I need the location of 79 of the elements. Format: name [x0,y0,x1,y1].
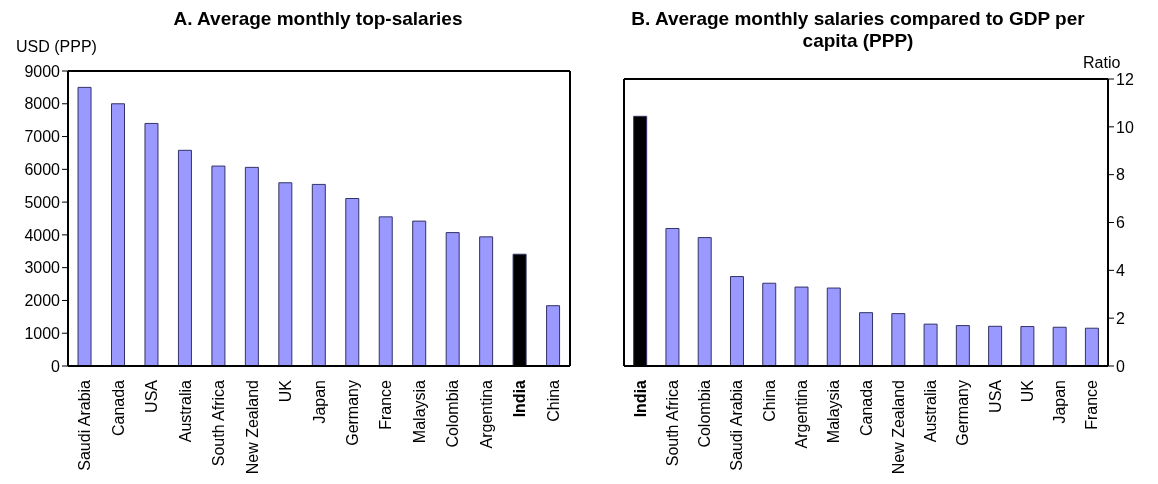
y-tick-label: 4000 [24,226,61,244]
y-axis-title: USD (PPP) [16,38,97,56]
x-tick-label: Colombia [444,379,462,448]
bar [697,237,712,366]
bar [211,165,226,366]
bar [278,182,293,366]
x-tick-label: China [544,379,562,422]
bar [826,287,841,366]
bar [77,86,92,366]
x-tick-label: India [511,379,529,418]
bar [479,236,494,366]
y-tick-label: 3000 [24,259,61,277]
chart-title: B. Average monthly salaries compared to GDP per capita (PPP) [630,8,1086,52]
x-tick-label: Canada [109,379,127,437]
y2-tick-label: 4 [1116,262,1125,280]
x-tick-label: USA [986,379,1004,413]
y-tick-label: 0 [51,357,61,375]
y2-tick-label: 2 [1116,309,1125,327]
bar [1020,326,1035,366]
y-tick-label: 7000 [24,128,61,146]
y-tick-label: 9000 [24,62,61,80]
bar [1084,327,1099,366]
bar [794,286,809,366]
x-tick-label: Canada [857,379,875,437]
bar [244,166,259,366]
y2-tick-label: 6 [1116,214,1125,232]
y-tick-label: 1000 [24,324,61,342]
y-tick-label: 2000 [24,292,61,310]
y2-axis-title: Ratio [1083,54,1121,72]
chart-title: A. Average monthly top-salaries [172,8,464,30]
y-tick-label: 5000 [24,193,61,211]
y2-tick-label: 8 [1116,166,1125,184]
bar [311,183,326,366]
x-tick-label: Saudi Arabia [728,379,746,471]
bar [988,325,1003,366]
bar [665,227,680,366]
x-tick-label: Malaysia [410,379,428,444]
x-tick-label: China [760,379,778,422]
bar [729,276,744,366]
x-tick-label: Colombia [696,379,714,448]
y2-tick-label: 0 [1116,357,1125,375]
x-tick-label: New Zealand [889,380,907,475]
bar [891,313,906,366]
bar [412,220,427,366]
x-tick-label: South Africa [210,379,228,467]
bar [955,325,970,366]
x-tick-label: France [377,379,395,430]
x-tick-label: Malaysia [825,379,843,444]
bar [378,216,393,366]
bar [345,198,360,366]
x-tick-label: Australia [922,379,940,443]
bar [177,149,192,366]
y2-tick-label: 12 [1116,70,1134,88]
x-tick-label: USA [143,379,161,413]
x-tick-label: South Africa [663,379,681,467]
x-tick-label: France [1083,379,1101,430]
bar [923,323,938,366]
x-tick-label: Australia [176,379,194,443]
x-tick-label: Germany [954,380,972,446]
bar [859,312,874,366]
bar [445,232,460,366]
x-tick-label: Argentina [477,379,495,449]
bar [762,282,777,366]
x-tick-label: Germany [343,380,361,446]
bar [144,122,159,366]
x-tick-label: New Zealand [243,380,261,475]
x-tick-label: UK [1018,379,1036,403]
y-tick-label: 6000 [24,161,61,179]
y2-tick-label: 10 [1116,118,1134,136]
x-tick-label: Japan [1051,380,1069,424]
x-tick-label: Argentina [792,379,810,449]
x-tick-label: Saudi Arabia [76,379,94,471]
bar [546,305,561,366]
x-tick-label: UK [277,379,295,403]
y-tick-label: 8000 [24,95,61,113]
bar [111,103,126,366]
x-tick-label: Japan [310,380,328,424]
x-tick-label: India [631,379,649,418]
bar [1052,326,1067,366]
